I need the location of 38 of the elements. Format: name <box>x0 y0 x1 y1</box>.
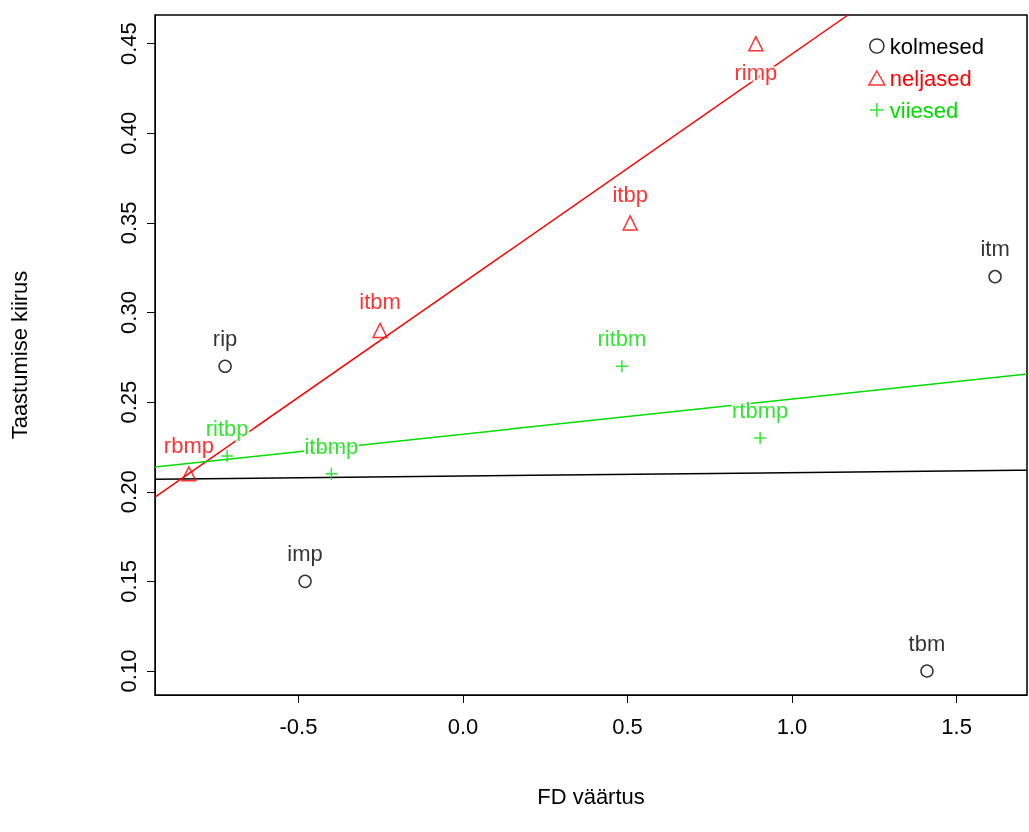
legend-label: kolmesed <box>889 33 984 59</box>
data-label: tbm <box>908 630 946 656</box>
data-label: imp <box>287 541 323 567</box>
y-tick-label: 0.40 <box>115 111 141 155</box>
point <box>218 359 232 374</box>
point <box>753 431 767 445</box>
y-tick-label: 0.15 <box>115 559 141 603</box>
x-tick-label: 1.0 <box>776 713 808 739</box>
data-label: ritbm <box>597 326 647 352</box>
x-axis-title: FD väärtus <box>537 783 645 809</box>
point <box>220 449 234 463</box>
y-tick-label: 0.25 <box>115 380 141 424</box>
point <box>622 215 638 231</box>
y-tick-label: 0.20 <box>115 470 141 514</box>
x-tick-label: -0.5 <box>279 713 318 739</box>
point <box>988 269 1002 284</box>
x-tick-label: 1.5 <box>941 713 972 739</box>
data-label: itbm <box>359 289 401 315</box>
point <box>748 35 764 52</box>
y-tick-label: 0.45 <box>115 22 141 66</box>
data-label: rtbmp <box>732 397 789 423</box>
y-tick-label: 0.30 <box>115 291 141 334</box>
legend-label: neljased <box>889 65 972 91</box>
y-tick-label: 0.10 <box>115 649 141 693</box>
point <box>615 359 629 374</box>
point <box>372 322 388 339</box>
point <box>324 467 339 481</box>
data-label: rip <box>212 326 238 352</box>
data-label: itm <box>980 236 1010 262</box>
legend-label: viiesed <box>889 97 959 123</box>
point <box>181 466 197 482</box>
y-tick-label: 0.35 <box>115 201 141 245</box>
x-tick-label: 0.0 <box>447 713 479 739</box>
x-tick-label: 0.5 <box>612 713 643 739</box>
point <box>298 574 312 589</box>
data-label: itbp <box>612 181 648 207</box>
point <box>920 664 934 678</box>
y-axis-title: Taastumise kiirus <box>6 270 32 440</box>
